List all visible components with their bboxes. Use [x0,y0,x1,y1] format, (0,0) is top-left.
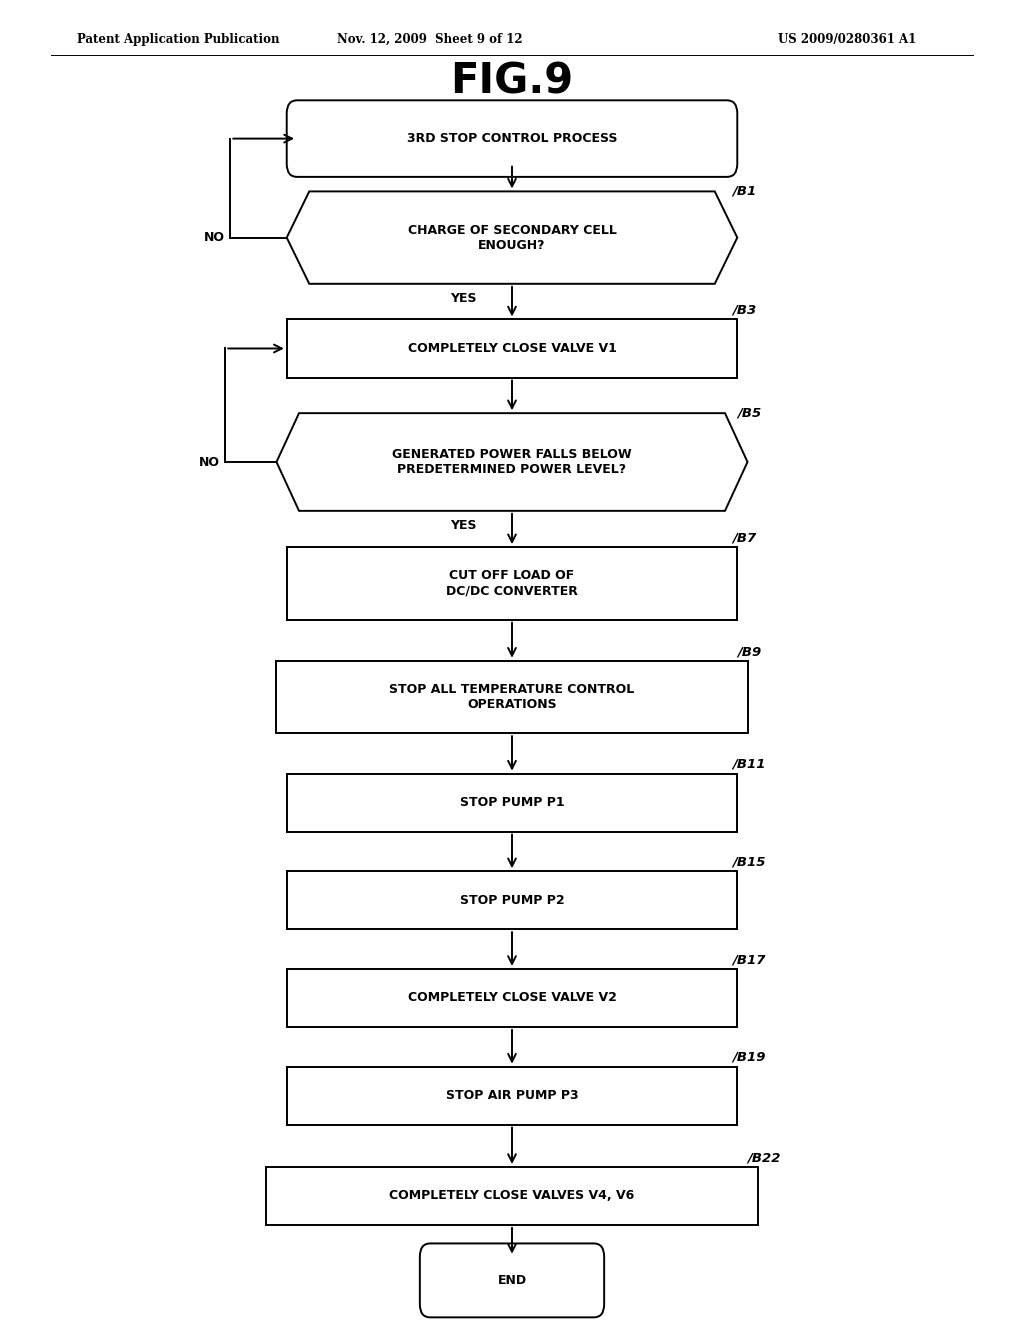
Polygon shape [287,191,737,284]
Text: CUT OFF LOAD OF
DC/DC CONVERTER: CUT OFF LOAD OF DC/DC CONVERTER [446,569,578,598]
Text: STOP PUMP P1: STOP PUMP P1 [460,796,564,809]
Text: STOP ALL TEMPERATURE CONTROL
OPERATIONS: STOP ALL TEMPERATURE CONTROL OPERATIONS [389,682,635,711]
Bar [287,319,737,378]
Text: STOP PUMP P2: STOP PUMP P2 [460,894,564,907]
FancyBboxPatch shape [287,100,737,177]
FancyBboxPatch shape [420,1243,604,1317]
Text: END: END [498,1274,526,1287]
Text: YES: YES [451,519,477,532]
Text: /B17: /B17 [732,953,766,966]
Text: US 2009/0280361 A1: US 2009/0280361 A1 [778,33,916,46]
Bar [287,1067,737,1125]
Text: /B9: /B9 [737,645,762,659]
Bar [287,969,737,1027]
Text: STOP AIR PUMP P3: STOP AIR PUMP P3 [445,1089,579,1102]
Bar [276,661,748,734]
Text: /B1: /B1 [732,185,757,198]
Text: Nov. 12, 2009  Sheet 9 of 12: Nov. 12, 2009 Sheet 9 of 12 [337,33,523,46]
Text: /B22: /B22 [748,1151,781,1164]
Text: Patent Application Publication: Patent Application Publication [77,33,280,46]
Text: COMPLETELY CLOSE VALVE V1: COMPLETELY CLOSE VALVE V1 [408,342,616,355]
Text: GENERATED POWER FALLS BELOW
PREDETERMINED POWER LEVEL?: GENERATED POWER FALLS BELOW PREDETERMINE… [392,447,632,477]
Text: /B15: /B15 [732,855,766,869]
Bar [287,546,737,619]
Bar [287,871,737,929]
Polygon shape [276,413,748,511]
Text: CHARGE OF SECONDARY CELL
ENOUGH?: CHARGE OF SECONDARY CELL ENOUGH? [408,223,616,252]
Bar [287,774,737,832]
Bar [266,1167,758,1225]
Text: /B11: /B11 [732,758,766,771]
Text: /B19: /B19 [732,1051,766,1064]
Text: FIG.9: FIG.9 [451,61,573,103]
Text: NO: NO [199,455,220,469]
Text: COMPLETELY CLOSE VALVE V2: COMPLETELY CLOSE VALVE V2 [408,991,616,1005]
Text: COMPLETELY CLOSE VALVES V4, V6: COMPLETELY CLOSE VALVES V4, V6 [389,1189,635,1203]
Text: YES: YES [451,292,477,305]
Text: /B5: /B5 [737,407,762,420]
Text: /B3: /B3 [732,304,757,317]
Text: /B7: /B7 [732,532,757,544]
Text: 3RD STOP CONTROL PROCESS: 3RD STOP CONTROL PROCESS [407,132,617,145]
Text: NO: NO [204,231,225,244]
